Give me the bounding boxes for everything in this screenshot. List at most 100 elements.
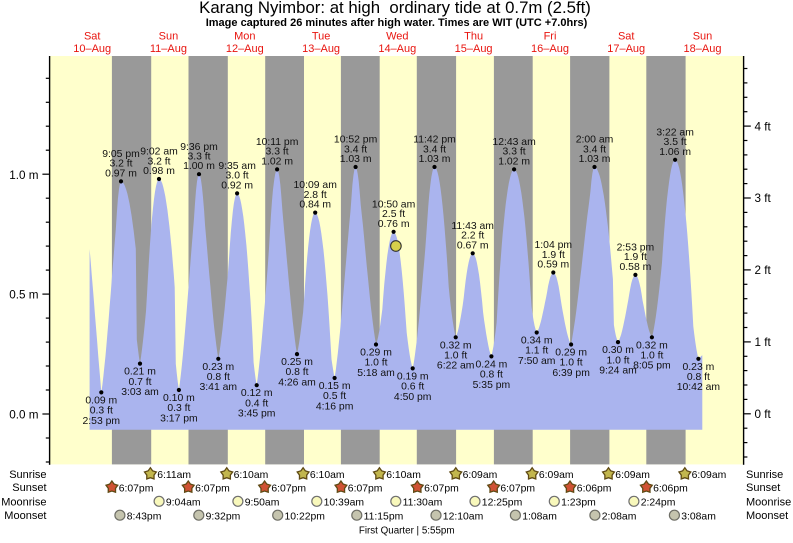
svg-text:0.12 m: 0.12 m (241, 388, 273, 399)
svg-text:4:16 pm: 4:16 pm (316, 401, 354, 412)
svg-text:0.6 ft: 0.6 ft (401, 382, 424, 393)
svg-text:9:50am: 9:50am (245, 498, 280, 509)
svg-text:Sunrise: Sunrise (9, 469, 46, 481)
svg-text:Thu: Thu (464, 31, 483, 43)
svg-text:1.0 ft: 1.0 ft (364, 358, 387, 369)
svg-text:9:24 am: 9:24 am (599, 366, 637, 377)
svg-text:10:09 am: 10:09 am (294, 180, 337, 191)
svg-text:0.32 m: 0.32 m (636, 340, 668, 351)
svg-text:15–Aug: 15–Aug (455, 43, 493, 55)
svg-text:10:39am: 10:39am (324, 498, 364, 509)
svg-text:10–Aug: 10–Aug (73, 43, 111, 55)
svg-text:2:08am: 2:08am (602, 512, 637, 523)
svg-text:0.30 m: 0.30 m (602, 345, 634, 356)
svg-text:0.8 ft: 0.8 ft (285, 367, 308, 378)
svg-text:1.02 m: 1.02 m (261, 156, 293, 167)
svg-text:9:04am: 9:04am (166, 498, 201, 509)
svg-text:0.19 m: 0.19 m (397, 371, 429, 382)
svg-text:1.03 m: 1.03 m (340, 154, 372, 165)
svg-text:Sun: Sun (693, 31, 713, 43)
svg-text:0.29 m: 0.29 m (360, 348, 392, 359)
svg-text:6:07pm: 6:07pm (500, 484, 535, 495)
svg-text:10:42 am: 10:42 am (677, 382, 720, 393)
svg-text:6:07pm: 6:07pm (348, 484, 383, 495)
svg-text:1.06 m: 1.06 m (659, 147, 691, 158)
svg-text:2.5 ft: 2.5 ft (382, 209, 405, 220)
svg-text:11:30am: 11:30am (403, 498, 443, 509)
svg-text:1.0 ft: 1.0 ft (444, 351, 467, 362)
svg-text:1.0 m: 1.0 m (9, 169, 38, 182)
svg-text:3.2 ft: 3.2 ft (147, 156, 170, 167)
svg-text:3.2 ft: 3.2 ft (109, 159, 132, 170)
svg-text:0.3 ft: 0.3 ft (167, 403, 190, 414)
svg-text:6:11am: 6:11am (157, 470, 191, 481)
svg-text:6:07pm: 6:07pm (424, 484, 459, 495)
svg-text:1.0 ft: 1.0 ft (640, 351, 663, 362)
svg-text:Sat: Sat (84, 31, 101, 43)
svg-text:3.3 ft: 3.3 ft (187, 152, 210, 163)
svg-text:Sat: Sat (618, 31, 635, 43)
svg-text:9:02 am: 9:02 am (140, 147, 178, 158)
svg-text:0.8 ft: 0.8 ft (687, 372, 710, 383)
svg-text:6:39 pm: 6:39 pm (552, 368, 590, 379)
svg-text:0.29 m: 0.29 m (555, 348, 587, 359)
svg-text:8:05 pm: 8:05 pm (633, 361, 671, 372)
svg-text:0 ft: 0 ft (755, 408, 772, 421)
svg-text:6:07pm: 6:07pm (195, 484, 230, 495)
svg-text:10:11 pm: 10:11 pm (256, 137, 299, 148)
svg-text:3.0 ft: 3.0 ft (226, 171, 249, 182)
svg-text:Moonset: Moonset (4, 510, 46, 522)
svg-text:17–Aug: 17–Aug (607, 43, 645, 55)
svg-text:1.0 ft: 1.0 ft (560, 358, 583, 369)
svg-text:Fri: Fri (544, 31, 557, 43)
svg-text:0.7 ft: 0.7 ft (128, 377, 151, 388)
svg-text:5:35 pm: 5:35 pm (473, 380, 511, 391)
svg-text:Sunrise: Sunrise (746, 469, 783, 481)
svg-text:3:08am: 3:08am (681, 512, 716, 523)
svg-text:0.8 ft: 0.8 ft (480, 370, 503, 381)
svg-text:0.23 m: 0.23 m (683, 362, 715, 373)
svg-text:11:42 pm: 11:42 pm (413, 135, 456, 146)
svg-text:18–Aug: 18–Aug (684, 43, 722, 55)
svg-text:0.97 m: 0.97 m (105, 168, 137, 179)
svg-text:9:32pm: 9:32pm (206, 512, 241, 523)
svg-text:4 ft: 4 ft (755, 120, 772, 133)
svg-text:0.0 m: 0.0 m (9, 409, 38, 422)
svg-text:0.59 m: 0.59 m (537, 260, 569, 271)
svg-text:First Quarter | 5:55pm: First Quarter | 5:55pm (359, 525, 455, 536)
svg-text:3.4 ft: 3.4 ft (583, 144, 606, 155)
svg-text:6:06pm: 6:06pm (577, 484, 612, 495)
svg-text:10:22pm: 10:22pm (285, 512, 325, 523)
svg-text:6:10am: 6:10am (386, 470, 421, 481)
svg-text:6:09am: 6:09am (615, 470, 650, 481)
svg-text:1.03 m: 1.03 m (579, 154, 611, 165)
svg-text:12:43 am: 12:43 am (492, 137, 535, 148)
svg-text:6:09am: 6:09am (692, 470, 727, 481)
svg-text:1 ft: 1 ft (755, 336, 772, 349)
svg-text:Image captured 26 minutes afte: Image captured 26 minutes after high wat… (206, 17, 588, 29)
svg-text:0.5 ft: 0.5 ft (323, 391, 346, 402)
svg-text:0.21 m: 0.21 m (124, 367, 156, 378)
svg-text:1.9 ft: 1.9 ft (624, 252, 647, 263)
svg-text:0.84 m: 0.84 m (299, 200, 331, 211)
svg-text:2.8 ft: 2.8 ft (304, 190, 327, 201)
svg-text:6:07pm: 6:07pm (119, 484, 154, 495)
svg-text:Wed: Wed (386, 31, 408, 43)
svg-text:13–Aug: 13–Aug (302, 43, 340, 55)
svg-text:6:10am: 6:10am (234, 470, 269, 481)
svg-text:6:07pm: 6:07pm (271, 484, 306, 495)
svg-text:2:53 pm: 2:53 pm (617, 243, 655, 254)
svg-text:10:50 am: 10:50 am (372, 199, 415, 210)
svg-text:9:36 pm: 9:36 pm (180, 142, 218, 153)
svg-text:9:35 am: 9:35 am (218, 161, 256, 172)
svg-text:6:22 am: 6:22 am (437, 361, 475, 372)
svg-text:0.5 m: 0.5 m (9, 289, 38, 302)
svg-text:10:52 pm: 10:52 pm (334, 135, 377, 146)
svg-text:Moonset: Moonset (746, 510, 788, 522)
svg-text:11:43 am: 11:43 am (451, 221, 494, 232)
svg-text:12:25pm: 12:25pm (482, 498, 522, 509)
svg-text:3.5 ft: 3.5 ft (664, 137, 687, 148)
svg-text:0.34 m: 0.34 m (521, 336, 553, 347)
svg-text:1:23pm: 1:23pm (561, 498, 596, 509)
svg-text:1:04 pm: 1:04 pm (535, 240, 573, 251)
